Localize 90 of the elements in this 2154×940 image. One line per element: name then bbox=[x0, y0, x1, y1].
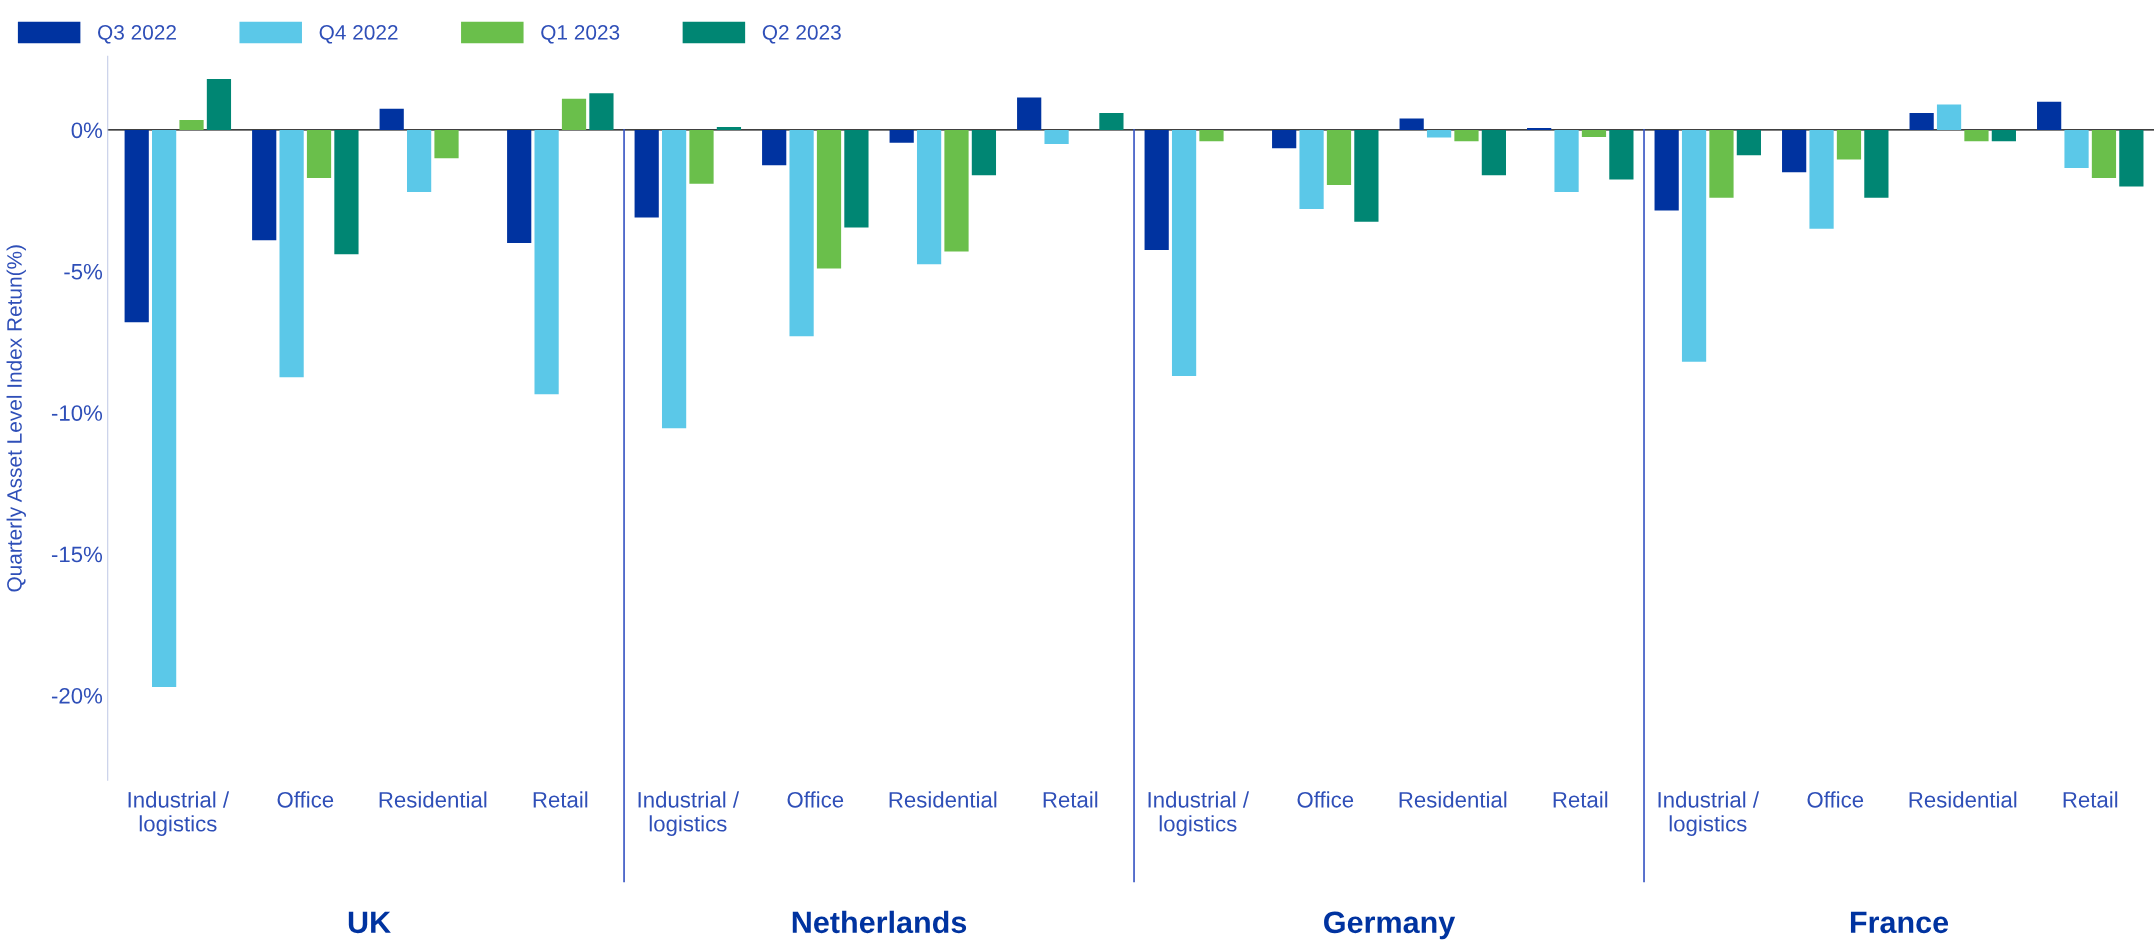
bar bbox=[1272, 129, 1297, 149]
bar bbox=[1454, 129, 1479, 142]
y-tick-label: 0% bbox=[71, 122, 103, 139]
x-tick-label: Residential bbox=[889, 791, 997, 808]
legend-label: Q1 2023 bbox=[541, 25, 620, 44]
bar bbox=[762, 129, 787, 166]
bar bbox=[789, 129, 814, 337]
x-tick-label: Industrial / logistics bbox=[128, 791, 230, 836]
bar bbox=[179, 120, 204, 130]
bar bbox=[334, 129, 359, 255]
bar bbox=[689, 129, 714, 184]
bar bbox=[1581, 129, 1607, 137]
bar bbox=[1481, 129, 1506, 176]
bar bbox=[124, 129, 149, 323]
bar bbox=[1199, 129, 1224, 142]
legend-label: Q4 2022 bbox=[319, 25, 398, 44]
x-tick-label: Office bbox=[1807, 791, 1864, 808]
bar bbox=[206, 79, 232, 130]
bar bbox=[1017, 97, 1042, 130]
bar bbox=[816, 129, 842, 269]
x-tick-label: Industrial / logistics bbox=[638, 791, 740, 836]
bar bbox=[1299, 129, 1324, 210]
bar bbox=[306, 129, 332, 178]
bar bbox=[1326, 129, 1352, 186]
bar bbox=[434, 129, 459, 159]
bar bbox=[1782, 129, 1807, 173]
bar bbox=[1736, 129, 1761, 156]
y-tick-label: -15% bbox=[51, 546, 103, 563]
bar bbox=[589, 93, 614, 130]
bar bbox=[279, 129, 304, 378]
text: Netherlands bbox=[792, 910, 967, 934]
bar bbox=[534, 129, 559, 395]
bar bbox=[1709, 129, 1734, 198]
bar bbox=[1991, 129, 2016, 142]
x-tick-label: Retail bbox=[2063, 791, 2118, 808]
x-tick-label: Retail bbox=[533, 791, 588, 808]
y-tick-label: -10% bbox=[51, 405, 103, 421]
x-tick-label: Office bbox=[277, 791, 334, 808]
bar bbox=[1936, 104, 1962, 130]
x-tick-label: Residential bbox=[379, 791, 487, 808]
bar bbox=[1144, 129, 1169, 251]
y-axis-title: Quarterly Asset Level Index Retun(%) bbox=[6, 245, 26, 592]
y-tick-label: -5% bbox=[64, 263, 103, 280]
bar bbox=[507, 129, 532, 243]
text: Germany bbox=[1324, 911, 1456, 940]
bar bbox=[716, 127, 742, 130]
bar bbox=[844, 129, 869, 228]
legend-label: Q2 2023 bbox=[762, 25, 841, 44]
x-tick-label: Residential bbox=[1399, 791, 1507, 808]
bar bbox=[661, 129, 687, 429]
bar bbox=[1809, 129, 1834, 229]
bar bbox=[889, 129, 914, 143]
bar bbox=[379, 108, 404, 130]
bar bbox=[1554, 129, 1579, 193]
bar bbox=[1964, 129, 1989, 142]
bar bbox=[252, 129, 277, 241]
bar bbox=[2037, 101, 2062, 130]
bar bbox=[1609, 129, 1634, 180]
y-tick-label: -20% bbox=[51, 687, 103, 704]
bar bbox=[1044, 129, 1069, 145]
bar bbox=[916, 129, 942, 265]
bar bbox=[407, 129, 432, 193]
bar bbox=[1426, 129, 1452, 138]
bar bbox=[2119, 129, 2144, 187]
bar bbox=[2091, 129, 2117, 178]
x-tick-label: Retail bbox=[1553, 791, 1608, 808]
x-tick-label: Office bbox=[787, 791, 844, 808]
bar bbox=[1836, 129, 1862, 160]
x-tick-label: Residential bbox=[1909, 791, 2017, 808]
bar bbox=[1399, 118, 1424, 130]
x-tick-label: Retail bbox=[1043, 791, 1098, 808]
x-tick-label: Industrial / logistics bbox=[1148, 791, 1250, 836]
bar bbox=[1681, 129, 1707, 362]
x-tick-label: Office bbox=[1297, 791, 1354, 808]
x-tick-label: Industrial / logistics bbox=[1658, 791, 1760, 836]
bar bbox=[944, 129, 969, 252]
bar bbox=[152, 129, 177, 687]
bar bbox=[1864, 129, 1889, 198]
bar bbox=[1099, 112, 1124, 130]
bar bbox=[1909, 112, 1934, 130]
bar bbox=[2064, 129, 2089, 169]
bar bbox=[561, 98, 587, 130]
text: UK bbox=[348, 911, 391, 934]
bar bbox=[1654, 129, 1679, 211]
bar bbox=[634, 129, 659, 218]
bar bbox=[1171, 129, 1197, 376]
bar bbox=[971, 129, 997, 176]
bar bbox=[1354, 129, 1379, 222]
legend-label: Q3 2022 bbox=[98, 25, 176, 44]
text: France bbox=[1850, 911, 1949, 934]
